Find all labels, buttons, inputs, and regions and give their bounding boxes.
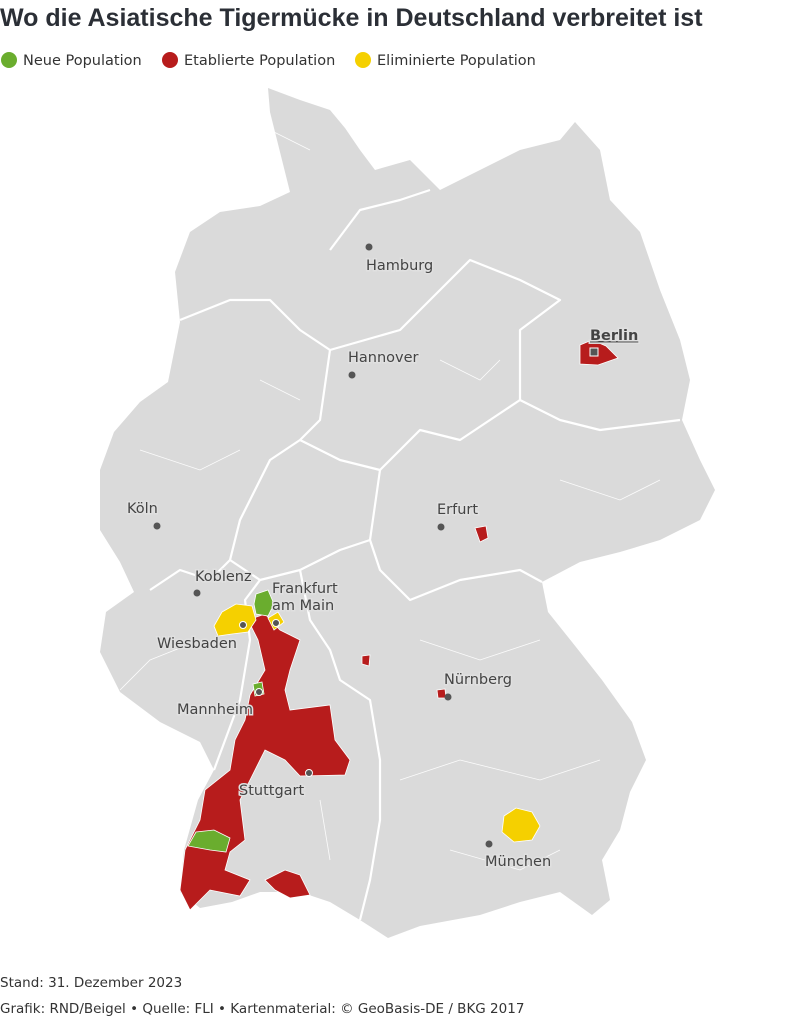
city-dot bbox=[255, 688, 263, 696]
legend-swatch bbox=[1, 52, 17, 68]
state-border bbox=[299, 399, 521, 472]
legend: Neue Population Etablierte Population El… bbox=[1, 52, 536, 69]
region-established bbox=[264, 869, 311, 899]
footer-date: Stand: 31. Dezember 2023 bbox=[0, 975, 182, 991]
city-dot bbox=[485, 840, 493, 848]
region-eliminated bbox=[501, 807, 541, 843]
state-border bbox=[329, 188, 431, 251]
city-dot bbox=[153, 522, 161, 530]
city-dot bbox=[239, 621, 247, 629]
legend-swatch bbox=[162, 52, 178, 68]
legend-label: Eliminierte Population bbox=[377, 53, 536, 69]
city-label: München bbox=[485, 854, 551, 870]
city-label: Wiesbaden bbox=[157, 636, 237, 652]
city-label: Nürnberg bbox=[444, 672, 512, 688]
city-label: Berlin bbox=[590, 328, 638, 344]
legend-label: Etablierte Population bbox=[184, 53, 335, 69]
footer-credits: Grafik: RND/Beigel • Quelle: FLI • Karte… bbox=[0, 1001, 524, 1017]
region-established bbox=[361, 654, 371, 667]
city-label: Mannheim bbox=[177, 702, 253, 718]
country-shape bbox=[100, 88, 715, 938]
city-label: Köln bbox=[127, 501, 158, 517]
city-label: Hannover bbox=[348, 350, 419, 366]
region-established bbox=[579, 339, 619, 366]
city-dot bbox=[365, 243, 373, 251]
state-border bbox=[329, 258, 681, 432]
germany-map bbox=[100, 88, 715, 938]
city-dot bbox=[444, 693, 452, 701]
region-established bbox=[474, 525, 489, 543]
district-border bbox=[119, 129, 661, 871]
capital-marker bbox=[589, 347, 599, 357]
city-label: Erfurt bbox=[437, 502, 478, 518]
city-dot bbox=[305, 769, 313, 777]
city-dot bbox=[437, 523, 445, 531]
legend-label: Neue Population bbox=[23, 53, 142, 69]
city-dot bbox=[193, 589, 201, 597]
legend-swatch bbox=[355, 52, 371, 68]
state-border bbox=[298, 569, 382, 921]
region-new bbox=[253, 589, 275, 617]
city-dot bbox=[348, 371, 356, 379]
city-dot bbox=[272, 619, 280, 627]
city-label: Frankfurt bbox=[272, 581, 338, 597]
title: Wo die Asiatische Tigermücke in Deutschl… bbox=[0, 4, 703, 32]
cities: Hamburg Berlin Hannover Köln Erfurt Kobl… bbox=[126, 243, 640, 872]
state-border bbox=[212, 579, 261, 771]
city-label: Stuttgart bbox=[239, 783, 305, 799]
city-label: Hamburg bbox=[366, 258, 433, 274]
city-label: am Main bbox=[272, 598, 334, 614]
region-new bbox=[187, 829, 231, 853]
city-label: Koblenz bbox=[195, 569, 252, 585]
